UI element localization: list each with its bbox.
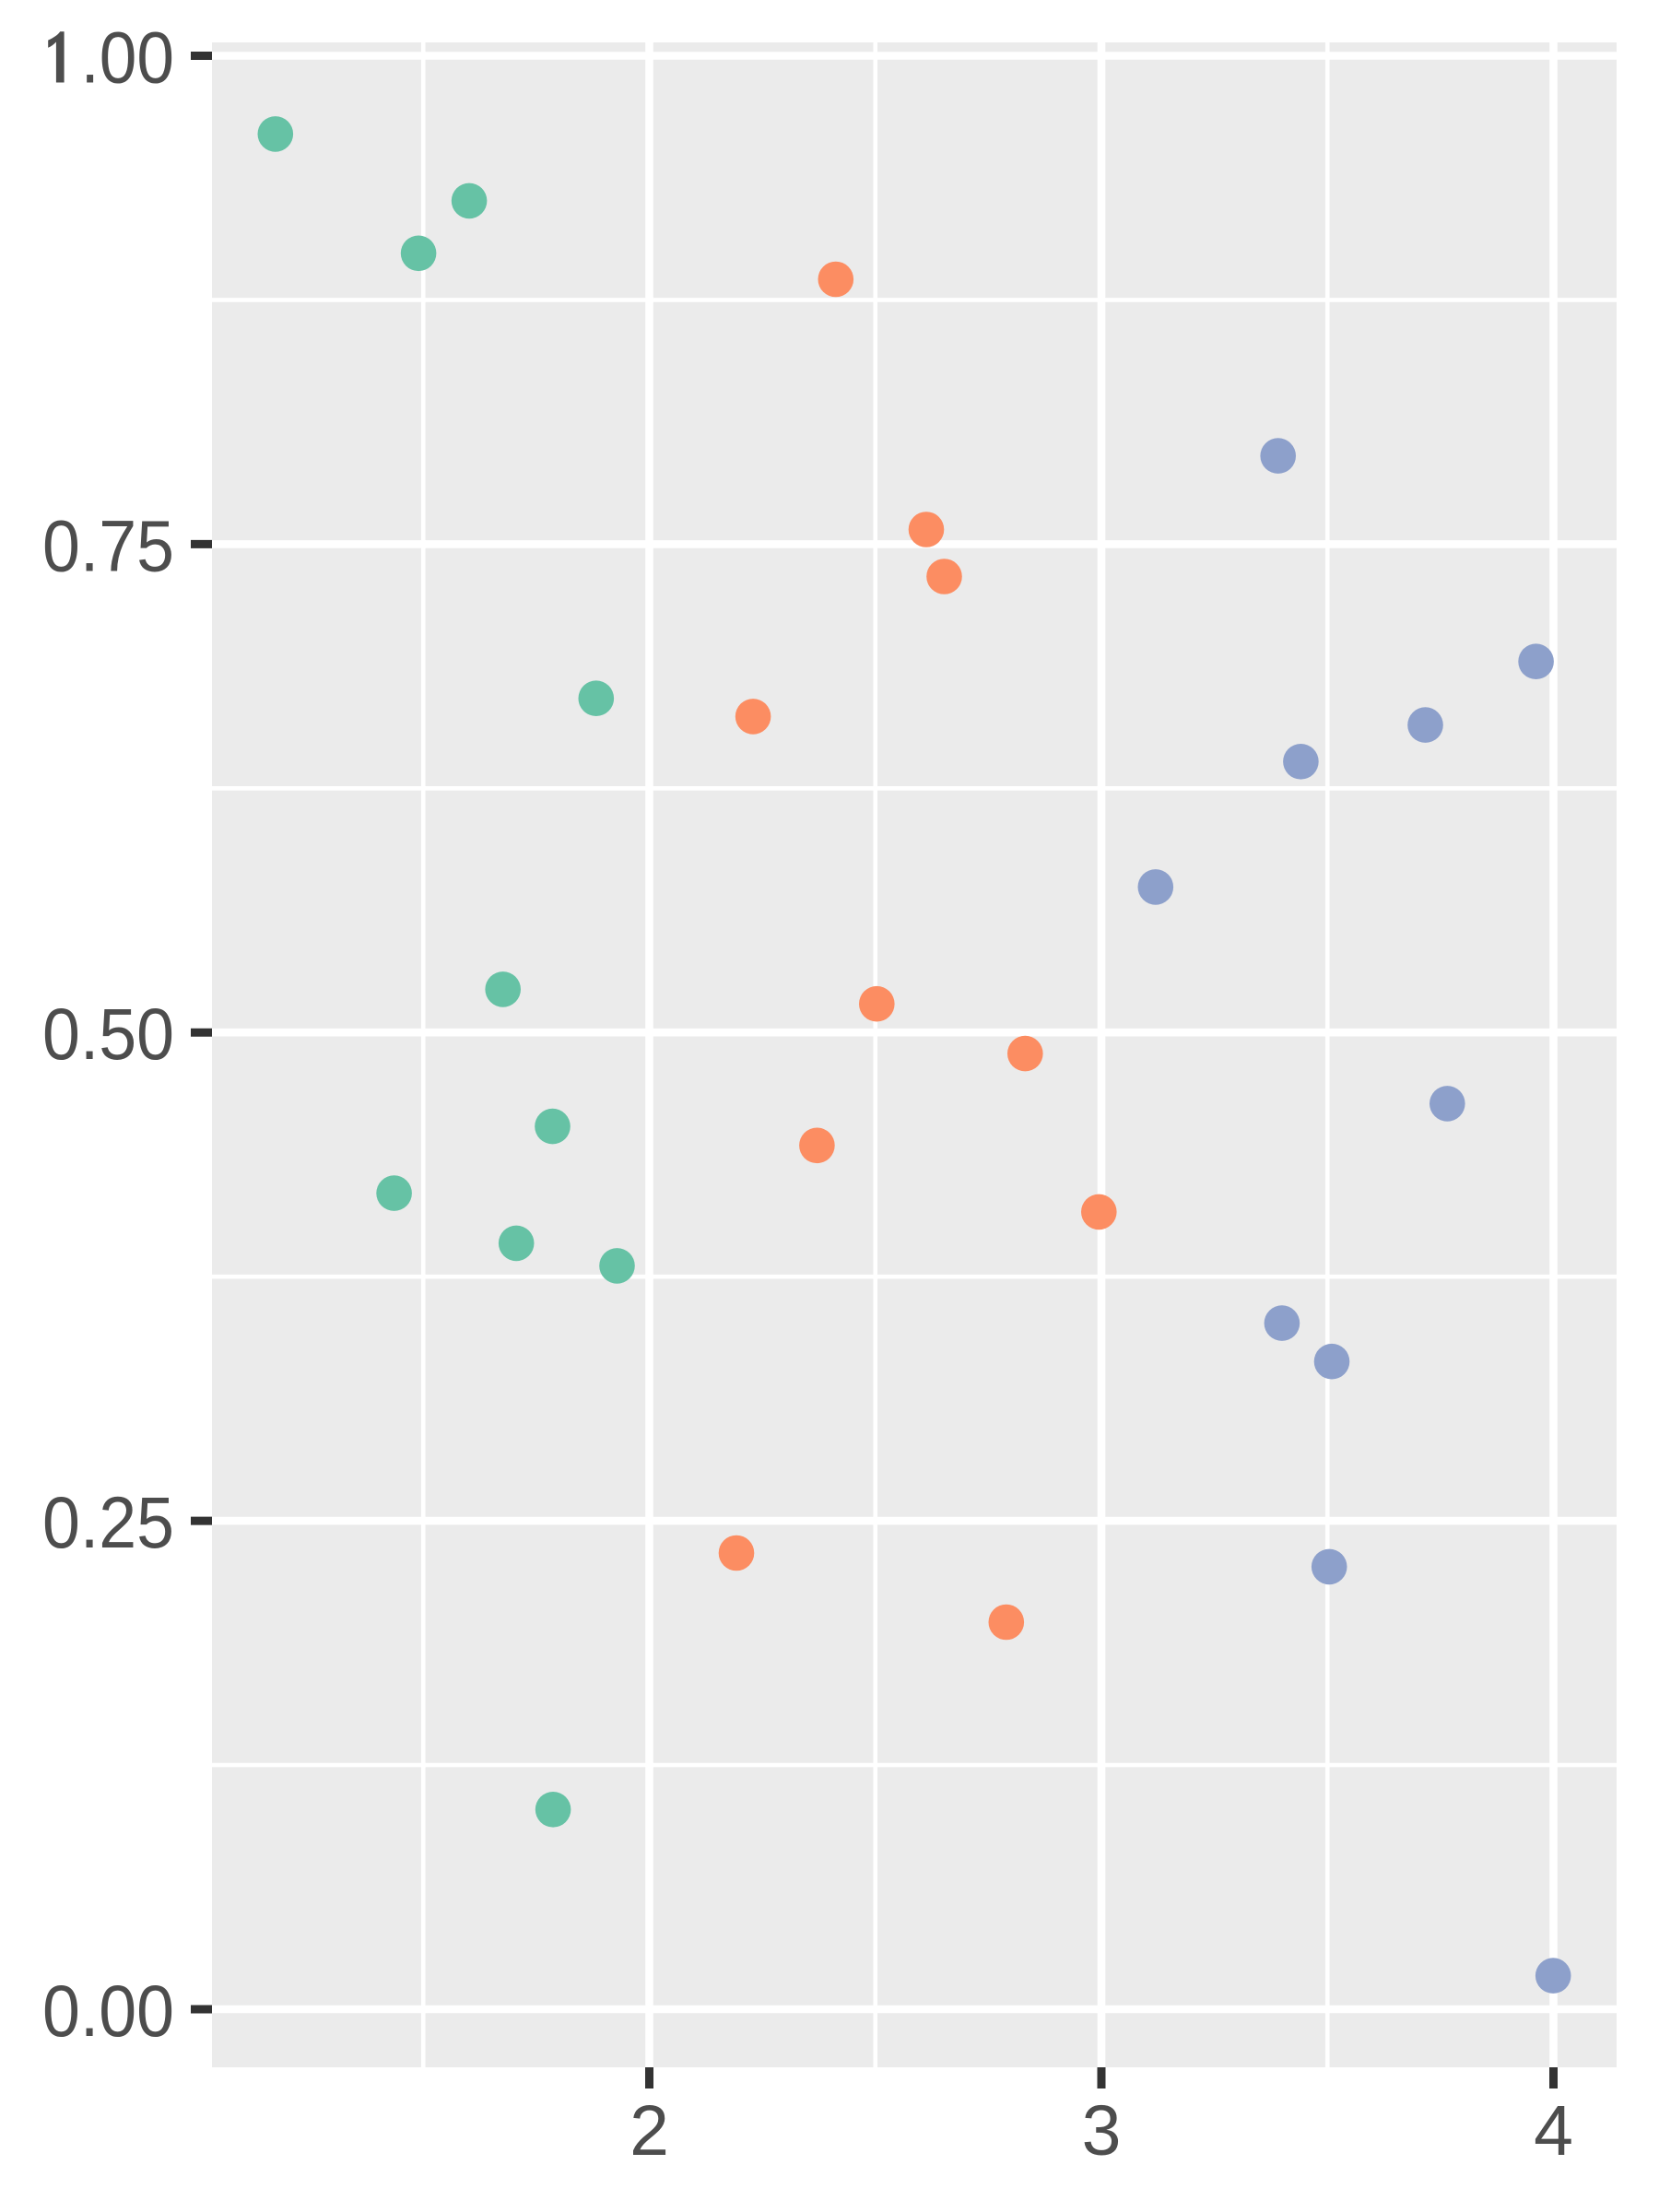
svg-text:.00: .00 xyxy=(81,17,175,99)
svg-text:4: 4 xyxy=(1534,2091,1573,2171)
svg-text:0.50: 0.50 xyxy=(42,993,174,1075)
svg-text:0.25: 0.25 xyxy=(42,1481,174,1563)
svg-text:0.75: 0.75 xyxy=(42,504,174,586)
svg-text:2: 2 xyxy=(629,2091,669,2171)
svg-text:3: 3 xyxy=(1082,2091,1122,2171)
svg-text:0.00: 0.00 xyxy=(42,1970,174,2052)
